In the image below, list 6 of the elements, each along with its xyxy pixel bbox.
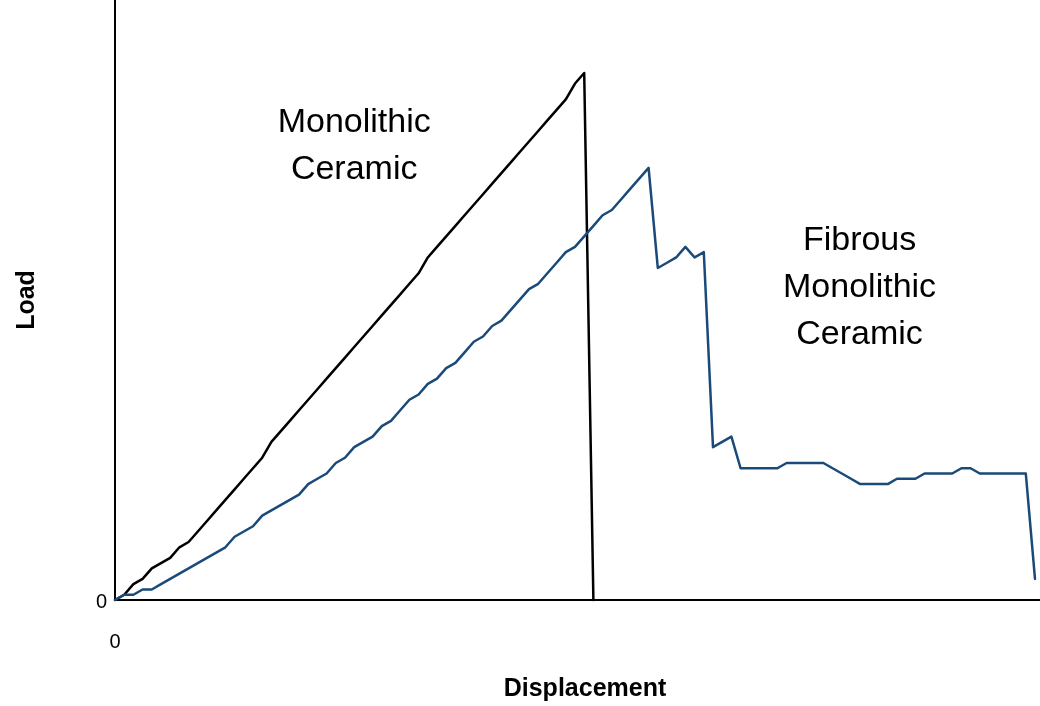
x-axis-title: Displacement: [503, 673, 667, 701]
text: 0: [95, 590, 107, 612]
y-axis-title: Load: [11, 270, 39, 330]
text: 0: [109, 630, 121, 652]
series-label: Monolithic Ceramic: [277, 100, 431, 186]
text: Fibrous Monolithic Ceramic: [783, 218, 937, 351]
